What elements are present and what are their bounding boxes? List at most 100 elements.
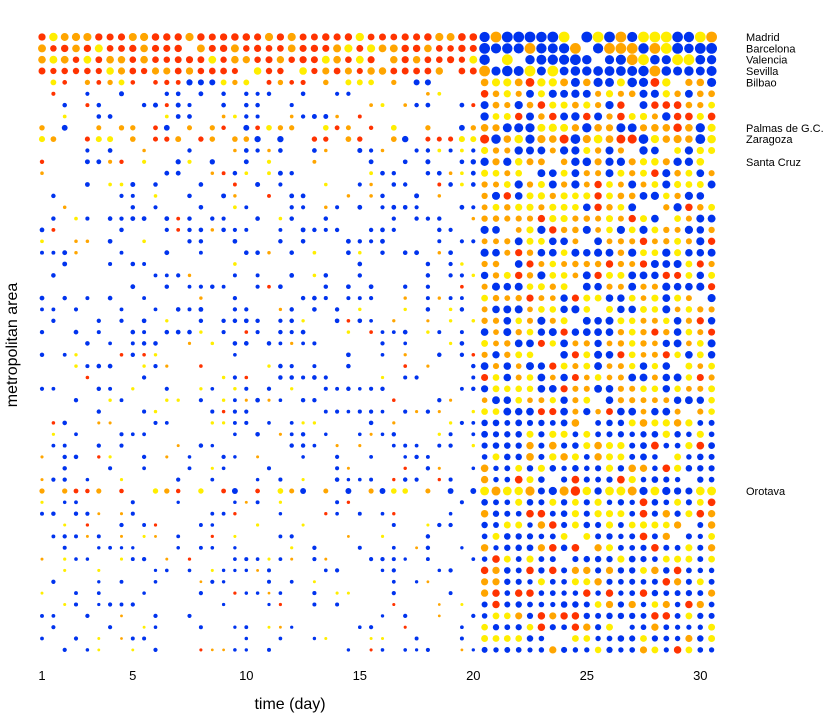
data-point [583,442,591,450]
data-point [85,557,90,561]
data-point [175,136,182,143]
data-point [708,476,715,483]
data-point [198,91,204,97]
data-point [583,532,591,540]
data-point [119,216,124,221]
data-point [425,534,431,539]
data-point [165,398,169,402]
data-point [515,419,523,427]
data-point [492,101,500,109]
data-point [639,646,648,654]
data-point [380,614,385,618]
data-point [346,318,351,323]
data-point [358,444,362,448]
data-point [538,419,545,427]
data-point [61,67,68,75]
data-point [74,353,78,357]
data-point [335,444,339,448]
data-point [561,646,568,653]
data-point [460,546,464,550]
data-point [549,306,557,313]
data-point [255,330,260,335]
data-point [152,56,159,64]
data-point [448,307,453,312]
data-point [198,250,203,255]
data-point [437,443,442,448]
data-point [628,294,636,302]
data-point [628,464,636,473]
data-point [628,203,637,212]
data-point [549,215,557,223]
data-point [674,624,681,630]
data-point [62,261,68,267]
data-point [130,602,135,607]
data-point [492,226,500,234]
data-point [571,157,580,167]
data-point [312,636,317,641]
data-point [355,32,364,42]
data-point [652,340,658,347]
data-point [708,271,716,279]
data-point [616,486,626,496]
data-point [538,306,545,313]
data-point [707,339,716,348]
data-point [40,239,44,244]
data-point [674,431,681,438]
data-point [130,284,136,290]
data-point [663,544,670,551]
data-point [312,557,317,562]
data-point [130,511,135,516]
data-point [514,134,523,144]
data-point [583,374,590,381]
data-point [593,134,603,144]
data-point [537,328,546,336]
data-point [652,556,658,562]
data-point [605,385,614,393]
data-point [673,316,682,325]
data-point [595,215,602,222]
data-point [582,203,591,212]
data-point [289,432,294,437]
data-point [617,305,625,314]
data-point [368,148,374,153]
data-point [197,33,205,41]
data-point [606,283,613,290]
data-point [425,409,431,414]
data-point [503,555,511,563]
data-point [685,465,693,472]
data-point [526,146,534,155]
data-point [696,90,704,98]
data-point [165,455,169,459]
data-point [549,533,556,540]
data-point [651,238,658,245]
data-point [549,374,556,381]
data-point [628,214,636,223]
data-point [40,478,44,482]
data-point [708,374,715,381]
data-point [71,32,81,42]
data-point [459,386,464,391]
data-point [583,112,591,121]
data-point [301,523,305,527]
data-point [708,306,715,313]
data-point [594,498,602,506]
data-point [504,465,511,472]
data-point [403,182,408,187]
data-point [425,216,431,221]
data-point [425,454,430,459]
data-point [526,509,534,518]
data-point [480,589,489,597]
data-point [707,317,716,325]
data-point [515,567,522,574]
data-point [526,249,534,256]
data-point [571,578,579,586]
data-point [321,55,330,64]
data-point [504,215,511,222]
data-point [63,557,67,561]
data-point [346,500,351,504]
data-point [674,453,682,461]
data-point [119,159,124,164]
data-point [697,102,704,109]
area-label: Zaragoza [746,134,793,146]
